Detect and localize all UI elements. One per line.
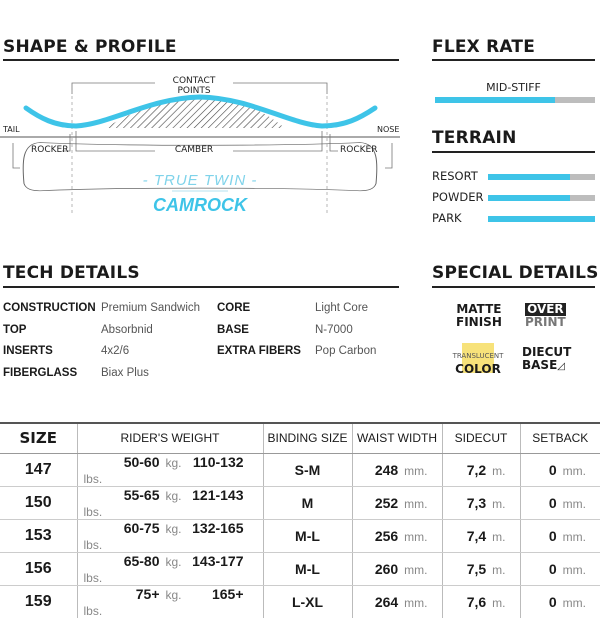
rocker-left-label: ROCKER: [31, 145, 69, 155]
binding-cell: S-M: [262, 453, 352, 487]
setback-cell: 0 mm.: [519, 552, 600, 586]
setback-cell: 0 mm.: [519, 585, 600, 618]
tech-value: Light Core: [315, 302, 369, 314]
header-waist: WAIST WIDTH: [351, 422, 442, 454]
divider: [432, 286, 595, 288]
divider: [432, 151, 595, 153]
weight-cell: 50-60 kg. 110-132lbs.: [76, 453, 263, 487]
divider: [3, 59, 399, 61]
tech-key: FIBERGLASS: [3, 366, 78, 379]
sidecut-cell: 7,4 m.: [441, 519, 520, 553]
weight-cell: 65-80 kg. 143-177lbs.: [76, 552, 263, 586]
tech-key: INSERTS: [3, 345, 53, 357]
camber-label: CAMBER: [174, 145, 214, 155]
special-details-title: SPECIAL DETAILS: [432, 263, 599, 283]
table-row: 147 50-60 kg. 110-132lbs. S-M 248 mm. 7,2 m.…: [0, 453, 600, 487]
table-row: 159 75+ kg. 165+lbs. L-XL 264 mm. 7,6 m. 0 mm…: [0, 585, 600, 618]
sidecut-cell: 7,3 m.: [441, 486, 520, 520]
terrain-title: TERRAIN: [432, 128, 517, 148]
divider: [3, 286, 399, 288]
sidecut-cell: 7,6 m.: [441, 585, 520, 618]
shape-profile-title: SHAPE & PROFILE: [3, 37, 177, 57]
tech-key: EXTRA FIBERS: [217, 345, 301, 357]
binding-cell: L-XL: [262, 585, 352, 618]
terrain-bar-fill: [488, 174, 571, 180]
tech-key: TOP: [3, 323, 27, 336]
terrain-bar-fill: [488, 195, 571, 201]
header-weight: RIDER'S WEIGHT: [76, 422, 263, 454]
tech-value: Biax Plus: [101, 366, 149, 379]
binding-cell: M: [262, 486, 352, 520]
tech-value: Premium Sandwich: [101, 302, 201, 314]
table-row: 156 65-80 kg. 143-177lbs. M-L 260 mm. 7,5 m.…: [0, 552, 600, 586]
flex-bar-fill: [435, 97, 555, 103]
tech-key: CORE: [217, 302, 251, 314]
matte-finish-badge: MATTE FINISH: [456, 302, 502, 329]
setback-cell: 0 mm.: [519, 453, 600, 487]
size-cell: 156: [0, 552, 77, 586]
diecut-base-badge: DIECUT BASE◿: [522, 345, 572, 373]
tech-key: BASE: [217, 323, 249, 336]
binding-cell: M-L: [262, 519, 352, 553]
translucent-color-badge: TRANSLUCENT COLOR: [452, 352, 504, 376]
terrain-bar: [488, 216, 595, 222]
rocker-right-label: ROCKER: [340, 145, 378, 155]
flex-bar: [435, 97, 595, 103]
setback-cell: 0 mm.: [519, 519, 600, 553]
tech-value: N-7000: [315, 323, 353, 336]
terrain-bar: [488, 174, 595, 180]
divider: [432, 59, 595, 61]
waist-cell: 256 mm.: [351, 519, 442, 553]
binding-cell: M-L: [262, 552, 352, 586]
size-cell: 153: [0, 519, 77, 553]
tech-value: Pop Carbon: [315, 345, 377, 357]
size-table: SIZE RIDER'S WEIGHT BINDING SIZE WAIST W…: [0, 422, 600, 618]
board-outline: [22, 142, 378, 192]
size-cell: 159: [24, 592, 52, 610]
shape-name: - TRUE TWIN -: [142, 172, 258, 189]
profile-diagram: [0, 82, 400, 215]
size-cell: 147: [0, 453, 77, 487]
profile-curve: [23, 94, 378, 129]
profile-name: CAMROCK: [153, 195, 247, 215]
weight-cell: 55-65 kg. 121-143lbs.: [76, 486, 263, 520]
flex-rate-title: FLEX RATE: [432, 37, 536, 57]
header-binding: BINDING SIZE: [262, 422, 352, 454]
terrain-powder-label: POWDER: [432, 190, 484, 204]
terrain-bar-fill: [488, 216, 595, 222]
tech-details-title: TECH DETAILS: [3, 263, 140, 283]
table-row: 150 55-65 kg. 121-143lbs. M 252 mm. 7,3 m. 0…: [0, 486, 600, 520]
tech-key: CONSTRUCTION: [3, 302, 96, 314]
weight-cell: 75+ kg. 165+lbs.: [76, 585, 263, 618]
nose-label: NOSE: [377, 125, 400, 134]
flex-label: MID-STIFF: [486, 81, 541, 94]
translucent-highlight: [462, 343, 494, 373]
waist-cell: 260 mm.: [351, 552, 442, 586]
cutter-icon: ◿: [557, 361, 565, 372]
table-row: 153 60-75 kg. 132-165lbs. M-L 256 mm. 7,4 m.…: [0, 519, 600, 553]
waist-cell: 252 mm.: [351, 486, 442, 520]
size-cell: 150: [0, 486, 77, 520]
header-sidecut: SIDECUT: [441, 422, 520, 454]
tech-value: Absorbnid: [101, 323, 153, 336]
over-print-badge: OVER PRINT: [525, 302, 566, 329]
header-setback: SETBACK: [519, 422, 600, 454]
weight-cell: 60-75 kg. 132-165lbs.: [76, 519, 263, 553]
contact-points-label: CONTACT POINTS: [172, 76, 216, 96]
header-size: SIZE: [0, 422, 77, 454]
waist-cell: 264 mm.: [351, 585, 442, 618]
terrain-resort-label: RESORT: [432, 169, 478, 183]
sidecut-cell: 7,2 m.: [441, 453, 520, 487]
tech-value: 4x2/6: [101, 345, 130, 357]
tail-label: TAIL: [3, 125, 20, 134]
sidecut-cell: 7,5 m.: [441, 552, 520, 586]
terrain-bar: [488, 195, 595, 201]
terrain-park-label: PARK: [432, 211, 462, 225]
waist-cell: 248 mm.: [351, 453, 442, 487]
setback-cell: 0 mm.: [519, 486, 600, 520]
